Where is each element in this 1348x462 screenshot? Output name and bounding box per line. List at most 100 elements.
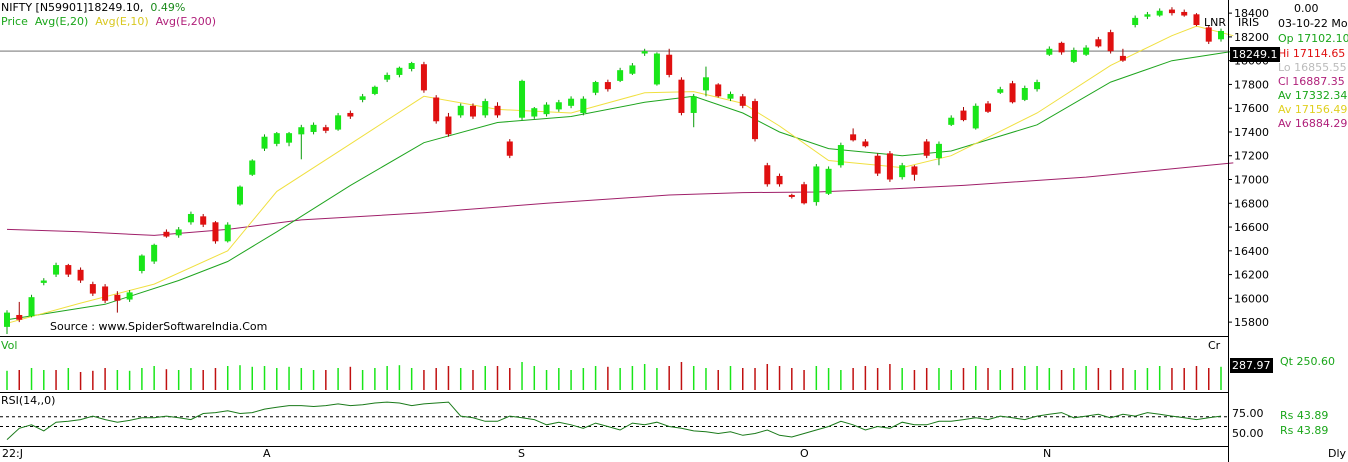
avg20-line-layer [6, 50, 1234, 321]
candle-body [175, 229, 182, 236]
info-avg1: Av 17332.34 [1278, 89, 1348, 102]
y-tick-label: 15800 [1234, 316, 1269, 329]
candle-body [396, 67, 403, 75]
candle-body [1095, 39, 1102, 47]
candle-body [359, 96, 366, 100]
candle-body [923, 141, 930, 156]
candle-body [273, 133, 280, 144]
candle-body [261, 136, 268, 149]
candle-body [666, 54, 673, 75]
info-high: Hi 17114.65 [1278, 47, 1346, 60]
candle-body [972, 105, 979, 129]
volume-bars-layer [6, 362, 1222, 390]
volume-cr-label: Cr [1208, 339, 1221, 352]
y-tick-label: 16400 [1234, 245, 1269, 258]
y-tick-label: 16800 [1234, 197, 1269, 210]
candle-body [1034, 82, 1041, 90]
candle-body [163, 231, 170, 237]
candle-body [617, 70, 624, 81]
y-tick-label: 16000 [1234, 292, 1269, 305]
candle-body [126, 292, 133, 300]
source-note: Source : www.SpiderSoftwareIndia.Com [50, 320, 268, 333]
candle-body [187, 213, 194, 223]
candle-body [114, 294, 121, 301]
candle-body [4, 312, 10, 327]
candle-body [702, 77, 709, 91]
candle-body [1107, 32, 1114, 52]
candle-body [531, 108, 538, 117]
candle-body [224, 224, 231, 242]
candle-body [371, 86, 378, 94]
candle-body [310, 124, 317, 132]
candle-body [997, 89, 1004, 93]
x-label-oct: O [800, 447, 809, 460]
x-label-aug: A [263, 447, 271, 460]
candle-body [249, 160, 256, 175]
candle-body [690, 96, 697, 113]
legend-line: Price Avg(E,20) Avg(E,10) Avg(E,200) [1, 15, 216, 28]
candle-body [739, 96, 746, 106]
info-avg2: Av 17156.49 [1278, 103, 1348, 116]
iris-label: IRIS [1238, 16, 1260, 29]
candle-body [850, 134, 857, 141]
legend-avg10: Avg(E,10) [95, 15, 149, 28]
candle-body [752, 101, 759, 140]
candle-body [16, 314, 23, 320]
x-label-dly: Dly [1328, 447, 1347, 460]
candle-body [28, 297, 35, 317]
candle-body [482, 101, 489, 116]
header-symbol-line: NIFTY [N59901]18249.10, 0.49% [1, 1, 185, 14]
volume-rsi-separator [0, 392, 1228, 393]
info-close: Cl 16887.35 [1278, 75, 1345, 88]
avg20-line [6, 50, 1234, 321]
candle-body [678, 79, 685, 113]
candle-body [911, 166, 918, 175]
candle-body [1144, 14, 1151, 17]
y-tick-label: 18400 [1234, 7, 1269, 20]
avg10-line [6, 25, 1234, 324]
y-tick-label: 17800 [1234, 78, 1269, 91]
candle-body [457, 105, 464, 116]
volume-value-box: 287.97 [1230, 358, 1273, 373]
candle-body [715, 84, 722, 97]
rsi-line [6, 401, 1222, 440]
legend-avg20: Avg(E,20) [34, 15, 89, 28]
candle-body [53, 265, 60, 275]
candle-body [384, 74, 391, 80]
candle-body [212, 222, 219, 242]
candle-body [801, 184, 808, 204]
candle-body [543, 104, 550, 115]
info-open: Op 17102.10 [1278, 32, 1348, 45]
y-axis-ticks: 15800 16000 16200 16400 16600 16800 17000 17200… [1228, 7, 1269, 329]
candle-body [1009, 83, 1016, 103]
candle-body [862, 141, 869, 147]
candle-body [138, 255, 145, 272]
candle-body [764, 165, 771, 185]
candle-body [1070, 49, 1077, 62]
y-tick-label: 16600 [1234, 221, 1269, 234]
x-label-nov: N [1043, 447, 1052, 460]
candle-body [298, 127, 305, 135]
candle-body [1132, 17, 1139, 26]
rsi-value-2: Rs 43.89 [1280, 424, 1329, 437]
candle-body [89, 284, 96, 294]
candle-body [960, 110, 967, 121]
candle-body [335, 115, 342, 130]
candle-body [727, 93, 734, 99]
info-zero: 0.00 [1294, 2, 1319, 15]
candle-body [433, 97, 440, 122]
change-pct: 0.49% [150, 1, 186, 14]
avg10-line-layer [6, 25, 1234, 324]
info-date: 03-10-22 Mo [1278, 17, 1348, 30]
legend-price: Price [1, 15, 28, 28]
candle-body [408, 63, 415, 69]
candle-body [420, 64, 427, 91]
candle-body [899, 165, 906, 178]
y-tick-label: 17400 [1234, 126, 1269, 139]
price-volume-separator [0, 336, 1228, 337]
candle-body [77, 269, 84, 281]
candle-body [519, 80, 526, 118]
candle-body [837, 145, 844, 166]
candle-body [776, 175, 783, 185]
